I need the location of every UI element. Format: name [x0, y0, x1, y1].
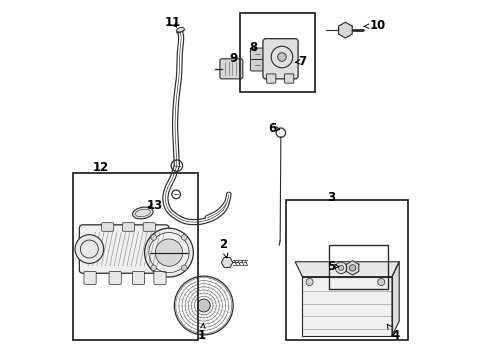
- Circle shape: [306, 278, 313, 285]
- FancyBboxPatch shape: [154, 271, 166, 284]
- FancyBboxPatch shape: [122, 223, 135, 231]
- Ellipse shape: [176, 27, 184, 32]
- Text: 6: 6: [268, 122, 280, 135]
- Circle shape: [278, 53, 286, 61]
- FancyBboxPatch shape: [84, 271, 96, 284]
- Text: 7: 7: [295, 55, 306, 68]
- Text: 8: 8: [249, 41, 257, 54]
- FancyBboxPatch shape: [267, 74, 276, 83]
- Circle shape: [181, 265, 187, 271]
- Ellipse shape: [132, 207, 153, 219]
- Polygon shape: [295, 262, 399, 276]
- Text: 10: 10: [364, 19, 386, 32]
- Text: 13: 13: [147, 199, 163, 212]
- Circle shape: [151, 234, 157, 240]
- FancyBboxPatch shape: [132, 271, 145, 284]
- FancyBboxPatch shape: [263, 39, 298, 79]
- Bar: [73, 173, 198, 339]
- FancyBboxPatch shape: [250, 59, 264, 71]
- Circle shape: [181, 234, 187, 240]
- FancyBboxPatch shape: [285, 74, 294, 83]
- FancyBboxPatch shape: [220, 59, 243, 79]
- Circle shape: [145, 228, 194, 277]
- Circle shape: [155, 239, 183, 266]
- Bar: [286, 200, 408, 339]
- Polygon shape: [392, 262, 399, 336]
- Circle shape: [378, 278, 385, 285]
- Polygon shape: [221, 257, 233, 267]
- Text: 9: 9: [229, 51, 238, 64]
- Circle shape: [75, 235, 104, 264]
- Text: 2: 2: [220, 238, 228, 258]
- Circle shape: [197, 299, 210, 312]
- Circle shape: [349, 265, 356, 271]
- FancyBboxPatch shape: [101, 223, 114, 231]
- Text: 3: 3: [327, 192, 335, 204]
- Circle shape: [174, 276, 233, 335]
- Polygon shape: [302, 276, 392, 336]
- Circle shape: [339, 265, 343, 270]
- Polygon shape: [346, 261, 359, 275]
- Bar: [240, 13, 315, 92]
- Text: 1: 1: [198, 324, 206, 342]
- Text: 12: 12: [93, 161, 109, 174]
- Text: 5: 5: [327, 260, 339, 273]
- FancyBboxPatch shape: [250, 48, 264, 59]
- FancyBboxPatch shape: [109, 271, 122, 284]
- Bar: [329, 244, 389, 289]
- Text: 4: 4: [387, 324, 400, 342]
- FancyBboxPatch shape: [143, 223, 155, 231]
- Text: 11: 11: [165, 16, 181, 29]
- FancyBboxPatch shape: [79, 225, 169, 273]
- Circle shape: [335, 262, 347, 274]
- Polygon shape: [339, 22, 352, 38]
- Circle shape: [151, 265, 157, 271]
